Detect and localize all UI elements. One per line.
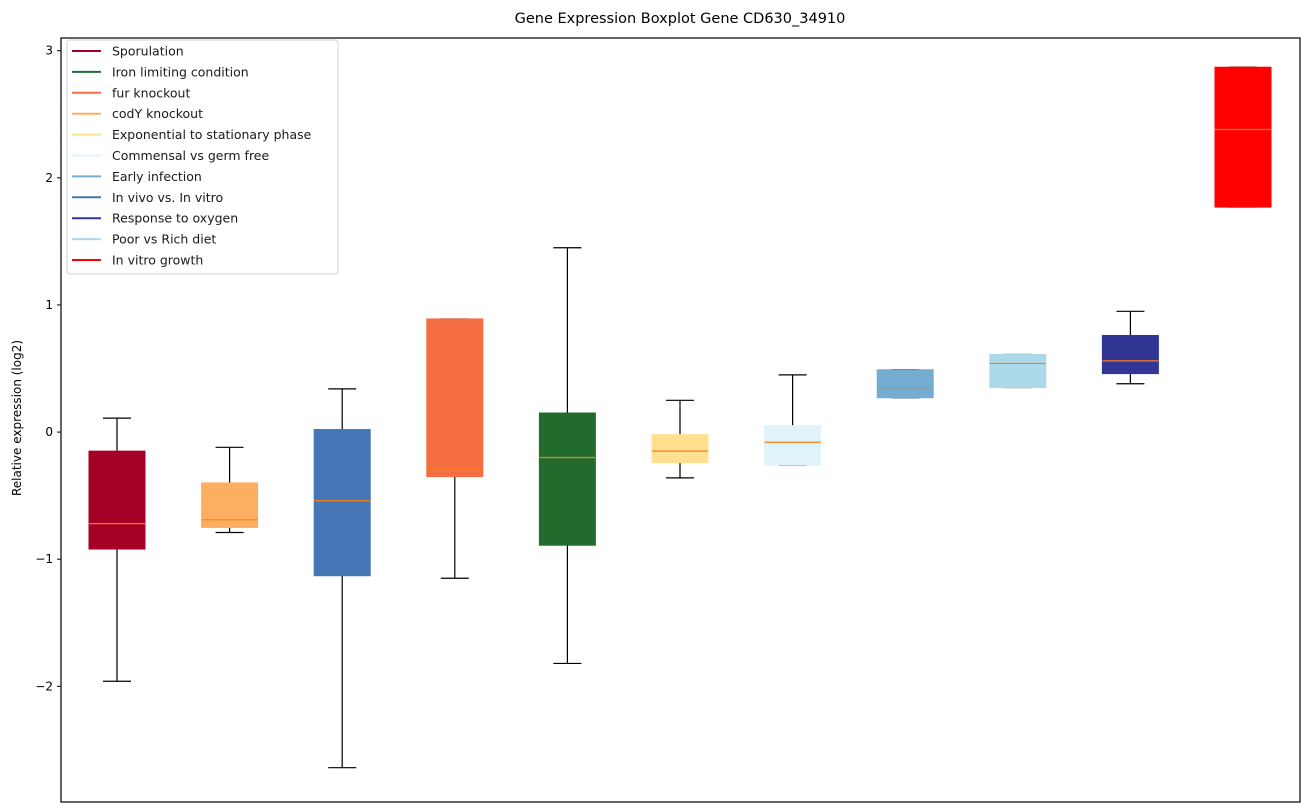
legend-label: Sporulation <box>112 44 184 59</box>
box-sporulation <box>88 417 146 682</box>
legend-label: Response to oxygen <box>112 211 238 226</box>
box-iqr <box>876 369 934 399</box>
box-iqr <box>651 434 709 464</box>
legend-item: Iron limiting condition <box>72 64 249 79</box>
y-tick-label: 3 <box>45 44 53 58</box>
box-in-vivo-vs-in-vitro <box>313 388 371 769</box>
box-exponential-to-stationary-phase <box>651 399 709 479</box>
legend: Sporulation Iron limiting condition fur kn… <box>66 39 339 275</box>
legend-label: Commensal vs germ free <box>112 148 269 163</box>
legend-item: Commensal vs germ free <box>72 148 269 163</box>
box-iqr <box>88 450 146 550</box>
boxes-group <box>88 66 1272 769</box>
box-iron-limiting-condition <box>538 247 596 665</box>
box-iqr <box>1101 334 1159 375</box>
y-axis-ticks: 3 2 1 0 −1 −2 <box>35 44 61 693</box>
box-iqr <box>313 429 371 577</box>
legend-frame <box>66 39 339 275</box>
legend-label: fur knockout <box>112 85 190 100</box>
y-tick-label: 1 <box>45 298 53 312</box>
legend-item: Exponential to stationary phase <box>72 127 312 142</box>
box-iqr <box>538 412 596 546</box>
box-in-vitro-growth <box>1214 66 1272 208</box>
box-response-to-oxygen <box>1101 310 1159 385</box>
box-cody-knockout <box>201 446 259 534</box>
box-poor-vs-rich-diet <box>989 353 1047 389</box>
legend-label: In vivo vs. In vitro <box>112 190 223 205</box>
chart-title: Gene Expression Boxplot Gene CD630_34910 <box>515 11 846 27</box>
legend-label: Early infection <box>112 169 202 184</box>
legend-label: Exponential to stationary phase <box>112 127 312 142</box>
box-iqr <box>201 482 259 528</box>
axes-frame <box>60 37 1301 803</box>
box-iqr <box>764 425 822 466</box>
box-iqr <box>1214 66 1272 208</box>
legend-item: Sporulation <box>72 44 184 59</box>
box-early-infection <box>876 369 934 399</box>
legend-item: In vitro growth <box>72 253 203 268</box>
y-tick-label: 2 <box>45 171 53 185</box>
legend-item: codY knockout <box>72 106 203 121</box>
legend-item: Early infection <box>72 169 202 184</box>
y-tick-label: −1 <box>35 552 53 566</box>
box-fur-knockout <box>426 318 484 579</box>
legend-label: Iron limiting condition <box>112 64 249 79</box>
legend-item: fur knockout <box>72 85 190 100</box>
y-axis-label: Relative expression (log2) <box>10 340 24 496</box>
legend-item: Response to oxygen <box>72 211 238 226</box>
box-commensal-vs-germ-free <box>764 374 822 466</box>
box-iqr <box>426 318 484 478</box>
box-iqr <box>989 354 1047 389</box>
legend-item: In vivo vs. In vitro <box>72 190 223 205</box>
legend-label: codY knockout <box>112 106 203 121</box>
legend-label: Poor vs Rich diet <box>112 232 216 247</box>
legend-item: Poor vs Rich diet <box>72 232 216 247</box>
legend-label: In vitro growth <box>112 253 203 268</box>
y-tick-label: −2 <box>35 679 53 693</box>
y-tick-label: 0 <box>45 425 53 439</box>
